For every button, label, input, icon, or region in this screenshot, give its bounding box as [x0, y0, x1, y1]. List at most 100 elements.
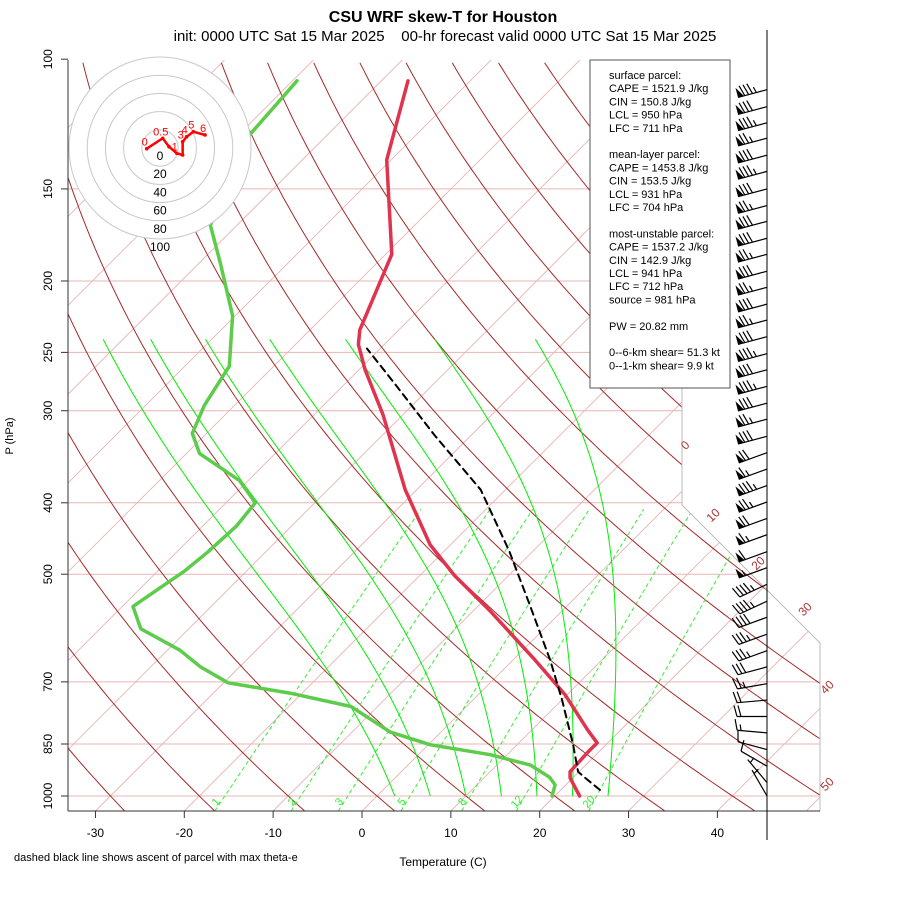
wind-barb [735, 100, 768, 116]
wind-barb-feather [742, 582, 752, 593]
wind-barb-feather [746, 83, 754, 94]
info-box-line: LFC = 711 hPa [609, 123, 683, 135]
wind-barb-feather [739, 601, 748, 611]
wind-barb-feather [746, 148, 754, 160]
wind-barb-half-feather [746, 634, 751, 641]
wind-barb [735, 83, 768, 99]
chart-title: CSU WRF skew-T for Houston [329, 9, 557, 26]
wind-barb-pennant [735, 187, 744, 197]
wind-barb-feather [738, 332, 746, 343]
info-box-line: CAPE = 1537.2 J/kg [609, 242, 708, 254]
hodograph-height-label: 5 [188, 120, 194, 132]
hodograph-ring-label: 80 [153, 222, 167, 236]
wind-barb-shaft [751, 769, 768, 797]
wind-barb-half-feather [748, 203, 754, 210]
wind-barb-feather [746, 100, 754, 111]
wind-barb-feather [738, 365, 746, 377]
wind-barb-feather [746, 116, 754, 127]
wind-barb [735, 396, 768, 412]
wind-barb-feather [738, 532, 746, 543]
wind-barb-feather [746, 165, 754, 176]
wind-barb-feather [746, 430, 754, 441]
wind-barb-feather [732, 678, 738, 690]
dry-adiabat-line [498, 62, 820, 811]
hodograph-ring-label: 100 [150, 240, 170, 254]
wind-barb-feather [746, 264, 754, 276]
wind-barb-shaft [737, 666, 768, 676]
wind-barb-half-feather [752, 483, 758, 490]
wind-barb-feather [739, 615, 747, 626]
wind-barb-pennant [735, 384, 744, 395]
mixing-ratio-line [461, 508, 645, 811]
info-box-line: LCL = 931 hPa [609, 189, 683, 201]
wind-barb-feather [738, 299, 746, 311]
wind-barb-half-feather [749, 757, 755, 764]
wind-barb-half-feather [752, 119, 757, 126]
wind-barb-pennant [735, 469, 745, 480]
y-tick-label: 150 [41, 179, 55, 199]
wind-barb [735, 413, 768, 428]
wind-barb-pennant [735, 153, 744, 163]
y-tick-label: 300 [41, 400, 55, 420]
wind-barb-feather [734, 718, 738, 731]
wind-barb-pennant [735, 136, 744, 146]
y-tick-label: 700 [41, 672, 55, 692]
y-tick-label: 250 [41, 342, 55, 362]
wind-barb-feather [739, 648, 747, 659]
wind-barb-feather [731, 664, 739, 675]
x-tick-label: -10 [264, 826, 282, 840]
wind-barb [731, 648, 768, 662]
wind-barb-feather [742, 431, 750, 442]
wind-barb-feather [739, 662, 747, 673]
hodograph-ring [141, 129, 179, 167]
hodograph-point [184, 134, 189, 139]
wind-barb-feather [742, 216, 750, 227]
wind-barb [732, 677, 768, 690]
wind-barb-pennant [735, 219, 744, 230]
wind-barb [735, 481, 768, 497]
wind-barb [731, 582, 768, 598]
wind-barb-feather [731, 651, 740, 662]
wind-barb-pennant [735, 401, 744, 411]
wind-barb-pennant [735, 417, 744, 427]
wind-barb-shaft [738, 616, 768, 629]
wind-barb-feather [735, 663, 743, 674]
hodograph-height-label: 0 [142, 137, 148, 149]
wind-barb [735, 231, 768, 247]
wind-barb-pennant [735, 434, 744, 445]
hodograph-ring [104, 92, 216, 204]
wind-barb [735, 132, 768, 147]
wind-barb-feather [746, 396, 754, 408]
wind-barb-pennant [735, 502, 745, 513]
hodograph-point [174, 151, 179, 156]
moist-adiabat-line [434, 339, 574, 796]
hodograph-ring [68, 56, 252, 240]
wind-barb [735, 215, 768, 230]
x-tick-label: 30 [622, 826, 636, 840]
wind-barb-feather [738, 516, 746, 527]
wind-barb-half-feather [748, 417, 754, 424]
wind-barb-feather [738, 133, 746, 145]
temperature-line [356, 79, 599, 798]
dry-adiabat-line [313, 62, 820, 811]
wind-barb-feather [739, 631, 747, 643]
wind-barb-feather [738, 283, 746, 294]
wind-barb-feather [742, 282, 750, 293]
mixing-ratio-line [515, 508, 694, 811]
wind-barb-pennant [735, 302, 744, 312]
wind-barb-half-feather [748, 318, 754, 325]
wind-barb-feather [746, 347, 754, 358]
wind-barb-feather [739, 584, 748, 594]
wind-barb-feather [738, 382, 746, 393]
y-tick-label: 400 [41, 492, 55, 512]
wind-barb-feather [742, 397, 750, 409]
wind-barb-feather [738, 432, 746, 443]
wind-barb-pennant [735, 552, 745, 562]
wind-barb-pennant [735, 87, 744, 98]
wind-barb-feather [738, 349, 746, 360]
hodograph-background [69, 57, 251, 239]
moist-adiabat-line [534, 339, 617, 797]
wind-barb-feather [738, 234, 746, 245]
dewpoint-line [131, 79, 557, 798]
